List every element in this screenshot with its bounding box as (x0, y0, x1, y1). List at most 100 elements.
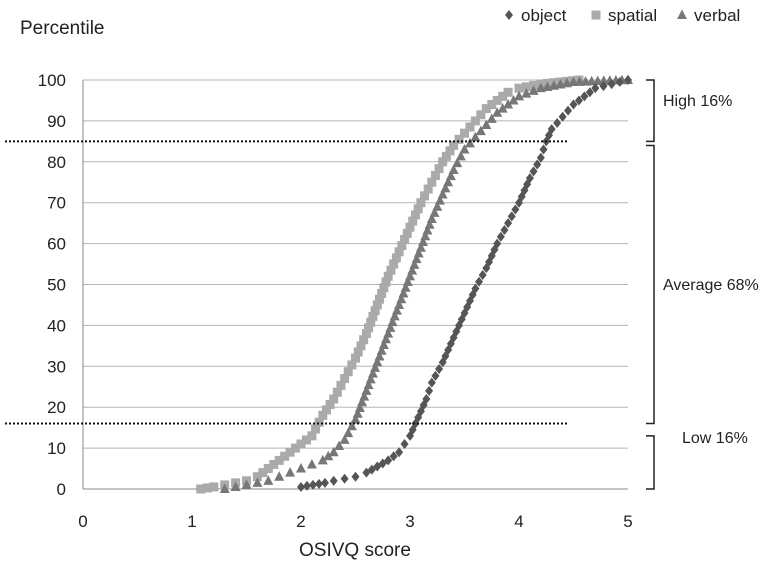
x-tick-label: 1 (187, 512, 196, 531)
verbal-point (521, 88, 532, 98)
object-point (320, 477, 329, 488)
object-point (431, 370, 440, 381)
object-point (607, 79, 616, 90)
verbal-point (359, 391, 370, 401)
band-bracket (646, 435, 655, 490)
verbal-point (350, 413, 361, 424)
verbal-point (413, 247, 424, 258)
verbal-point (415, 242, 426, 252)
band-label: Low 16% (682, 430, 748, 447)
verbal-point (317, 454, 328, 465)
y-tick-labels: 0 10 20 30 40 50 60 70 80 90 100 (38, 71, 66, 499)
verbal-point (361, 385, 372, 395)
y-tick-label: 20 (47, 398, 66, 417)
spatial-point (321, 405, 331, 415)
spatial-point (454, 134, 464, 144)
y-tick-label: 30 (47, 357, 66, 376)
spatial-point (416, 198, 426, 208)
verbal-point (405, 270, 415, 281)
verbal-point (407, 265, 418, 275)
verbal-point (285, 467, 296, 477)
series-verbal (219, 74, 633, 493)
verbal-point (508, 94, 519, 105)
object-point (389, 451, 398, 462)
object-point (536, 152, 545, 163)
object-point (511, 204, 520, 215)
spatial-point (263, 464, 273, 474)
y-tick-label: 50 (47, 276, 66, 295)
verbal-point (339, 434, 350, 444)
y-tick-label: 40 (47, 316, 66, 335)
spatial-point (427, 177, 437, 187)
y-axis-title: Percentile (20, 18, 105, 39)
verbal-point (481, 119, 492, 129)
spatial-point (351, 353, 360, 363)
verbal-point (486, 113, 497, 123)
y-tick-label: 60 (47, 235, 66, 254)
object-point (533, 159, 542, 170)
spatial-point (386, 265, 396, 275)
object-point (475, 276, 484, 287)
spatial-point (364, 323, 374, 333)
spatial-point (420, 191, 430, 201)
spatial-point (361, 329, 371, 339)
verbal-point (367, 368, 378, 378)
object-point (329, 475, 338, 486)
object-point (569, 99, 578, 110)
verbal-point (334, 440, 345, 451)
spatial-point (381, 277, 391, 287)
verbal-point (459, 144, 470, 154)
x-tick-label: 2 (296, 512, 305, 531)
object-point (351, 471, 360, 482)
y-tick-label: 80 (47, 153, 66, 172)
spatial-point (347, 360, 357, 370)
object-point (496, 231, 505, 242)
legend-verbal-icon (677, 9, 687, 19)
spatial-point (423, 184, 433, 194)
legend-verbal-label: verbal (694, 6, 740, 25)
verbal-point (252, 477, 263, 487)
spatial-point (413, 204, 423, 214)
y-tick-label: 10 (47, 439, 66, 458)
spatial-point (280, 451, 290, 461)
spatial-point (209, 482, 219, 492)
legend-spatial-icon (591, 10, 601, 20)
band-brackets: High 16% Average 68% Low 16% (646, 79, 759, 490)
spatial-point (296, 439, 306, 449)
verbal-point (402, 276, 413, 287)
verbal-point (432, 201, 443, 211)
spatial-point (356, 341, 366, 351)
spatial-point (389, 259, 399, 269)
verbal-point (411, 253, 422, 264)
verbal-point (420, 230, 431, 241)
verbal-point (343, 427, 354, 438)
verbal-point (426, 213, 437, 224)
spatial-point (318, 410, 328, 420)
object-point (384, 455, 393, 466)
object-point (471, 283, 480, 294)
spatial-point (332, 387, 342, 397)
object-point (574, 95, 583, 106)
verbal-point (424, 219, 435, 229)
spatial-point (196, 484, 206, 494)
verbal-point (475, 125, 486, 136)
verbal-point (306, 458, 317, 469)
spatial-point (408, 216, 418, 226)
verbal-point (440, 182, 451, 193)
verbal-point (230, 481, 241, 491)
spatial-point (252, 472, 262, 482)
legend: object spatial verbal (505, 6, 740, 25)
spatial-point (329, 394, 339, 404)
spatial-point (470, 116, 480, 126)
x-tick-label: 5 (623, 512, 632, 531)
object-point (493, 238, 502, 249)
x-tick-labels: 0 1 2 3 4 5 (78, 512, 632, 531)
verbal-point (429, 207, 440, 217)
object-point (425, 385, 434, 396)
verbal-point (400, 282, 411, 292)
spatial-point (359, 335, 369, 345)
spatial-point (379, 283, 389, 293)
verbal-point (497, 103, 508, 113)
verbal-point (437, 189, 448, 199)
verbal-point (394, 299, 405, 309)
